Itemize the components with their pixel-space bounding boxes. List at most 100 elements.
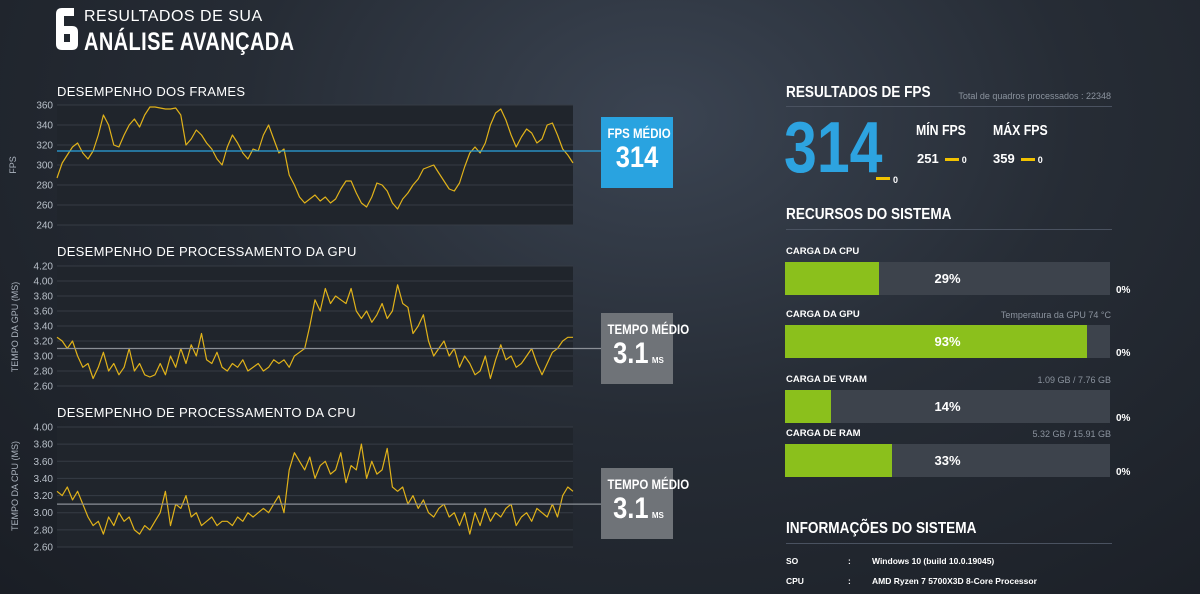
avg-fps-value: 314 (615, 141, 659, 174)
system-info-divider (786, 543, 1112, 544)
cpu-line-chart: 4.00 3.80 3.60 3.40 3.20 3.00 2.80 2.60 (0, 0, 601, 560)
resource-bar-value: 14% (934, 399, 961, 414)
avg-gpu-time-label: TEMPO MÉDIO (607, 321, 690, 337)
avg-fps-box: FPS MÉDIO 314 (601, 117, 673, 188)
total-frames-note: Total de quadros processados : 22348 (958, 91, 1111, 101)
resource-delta: 0% (1116, 413, 1131, 424)
cpu-chart-title: DESEMPENHO DE PROCESSAMENTO DA CPU (57, 405, 356, 420)
resource-label: CARGA DA GPU (786, 309, 860, 320)
resource-bar: 33% (785, 444, 1110, 477)
resource-bar-value: 93% (934, 334, 961, 349)
y-tick-label: 2.60 (34, 543, 54, 554)
system-info-row: SO: Windows 10 (build 10.0.19045) (786, 556, 994, 566)
series-line (56, 443, 574, 535)
avg-cpu-time-value: 3.1 (613, 492, 649, 525)
frames-line-chart: 360 340 320 300 280 260 240 (0, 0, 601, 240)
max-delta-value: 0 (1037, 155, 1043, 165)
y-tick-label: 4.20 (34, 262, 54, 273)
rainbow-six-logo-icon (56, 8, 78, 50)
y-tick-label: 3.80 (34, 440, 54, 451)
avg-cpu-time-label: TEMPO MÉDIO (607, 476, 690, 492)
y-tick-label: 2.60 (34, 382, 54, 393)
chart-svg: 4.20 4.00 3.80 3.60 3.40 3.20 3.00 2.80 2.60 (34, 262, 601, 393)
series-line (56, 284, 573, 380)
avg-delta-value: 0 (893, 175, 899, 185)
y-tick-label: 3.40 (34, 322, 54, 333)
y-tick-label: 3.20 (34, 491, 54, 502)
avg-gpu-time-box: TEMPO MÉDIO 3.1 MS (601, 313, 690, 384)
resource-delta: 0% (1116, 348, 1131, 359)
resource-bar-fill (785, 390, 831, 423)
avg-fps-delta: 0 (876, 170, 898, 188)
gpu-chart-title: DESEMPENHO DE PROCESSAMENTO DA GPU (57, 244, 357, 259)
max-delta-bar-icon (1020, 158, 1035, 162)
chart-svg: 360 340 320 300 280 260 240 (36, 101, 601, 232)
avg-gpu-time-unit: MS (651, 356, 664, 365)
system-info-separator: : (848, 556, 851, 566)
y-tick-label: 300 (36, 161, 53, 172)
y-tick-label: 340 (36, 121, 53, 132)
chart-svg: 4.00 3.80 3.60 3.40 3.20 3.00 2.80 2.60 (34, 423, 601, 554)
max-fps-stat: 359 0 (993, 151, 1043, 166)
y-tick-label: 260 (36, 201, 53, 212)
min-delta-value: 0 (961, 155, 967, 165)
y-tick-label: 3.00 (34, 508, 54, 519)
y-tick-label: 2.80 (34, 525, 54, 536)
system-info-title: INFORMAÇÕES DO SISTEMA (786, 520, 977, 537)
resource-note: 5.32 GB / 15.91 GB (1032, 429, 1111, 439)
plot-area (57, 427, 573, 547)
fps-results-divider (786, 106, 1112, 107)
y-tick-label: 2.80 (34, 367, 54, 378)
resource-note: 1.09 GB / 7.76 GB (1037, 375, 1111, 385)
y-tick-label: 3.40 (34, 474, 54, 485)
header-title-line1: RESULTADOS DE SUA (84, 8, 263, 25)
resource-bar: 93% (785, 325, 1110, 358)
resource-delta: 0% (1116, 285, 1131, 296)
resource-bar-fill (785, 325, 1088, 358)
min-fps-label: MÍN FPS (916, 122, 966, 139)
max-fps-label: MÁX FPS (993, 122, 1048, 139)
game-logo (54, 6, 80, 52)
avg-fps-label: FPS MÉDIO (607, 125, 671, 141)
resource-bar-value: 29% (934, 271, 961, 286)
resource-bar-value: 33% (934, 453, 961, 468)
y-tick-label: 280 (36, 181, 53, 192)
y-tick-label: 240 (36, 221, 53, 232)
system-info-value: Windows 10 (build 10.0.19045) (872, 556, 995, 566)
y-tick-label: 3.60 (34, 457, 54, 468)
resource-bar-fill (785, 444, 893, 477)
resource-bar: 14% (785, 390, 1110, 423)
avg-fps-big-value: 314 (784, 108, 883, 188)
resource-delta: 0% (1116, 467, 1131, 478)
system-info-value: AMD Ryzen 7 5700X3D 8-Core Processor (872, 576, 1037, 586)
avg-gpu-time-value: 3.1 (613, 337, 649, 370)
system-resources-divider (786, 229, 1112, 230)
system-info-row: CPU: AMD Ryzen 7 5700X3D 8-Core Processor (786, 576, 1037, 586)
header-title-line2: ANÁLISE AVANÇADA (84, 28, 295, 56)
resource-bar-fill (785, 262, 880, 295)
y-tick-label: 360 (36, 101, 53, 112)
max-fps-value: 359 (993, 151, 1015, 166)
y-tick-label: 3.00 (34, 352, 54, 363)
y-tick-label: 320 (36, 141, 53, 152)
avg-cpu-time-box: TEMPO MÉDIO 3.1 MS (601, 468, 690, 539)
system-info-key: CPU (786, 576, 804, 586)
series-line (56, 106, 574, 210)
min-fps-stat: 251 0 (917, 151, 967, 166)
gpu-line-chart: 4.20 4.00 3.80 3.60 3.40 3.20 3.00 2.80 2.60 (0, 0, 601, 400)
min-fps-value: 251 (917, 151, 939, 166)
resource-label: CARGA DE VRAM (786, 374, 867, 385)
resource-label: CARGA DA CPU (786, 246, 860, 257)
y-tick-label: 3.20 (34, 337, 54, 348)
resource-bar: 29% (785, 262, 1110, 295)
y-tick-label: 4.00 (34, 277, 54, 288)
resource-label: CARGA DE RAM (786, 428, 861, 439)
fps-results-title: RESULTADOS DE FPS (786, 84, 931, 101)
avg-delta-bar-icon (876, 177, 890, 181)
y-tick-label: 4.00 (34, 423, 54, 434)
y-tick-label: 3.80 (34, 292, 54, 303)
min-delta-bar-icon (944, 158, 959, 162)
y-tick-label: 3.60 (34, 307, 54, 318)
system-info-key: SO (786, 556, 799, 566)
frames-chart-title: DESEMPENHO DOS FRAMES (57, 84, 246, 99)
